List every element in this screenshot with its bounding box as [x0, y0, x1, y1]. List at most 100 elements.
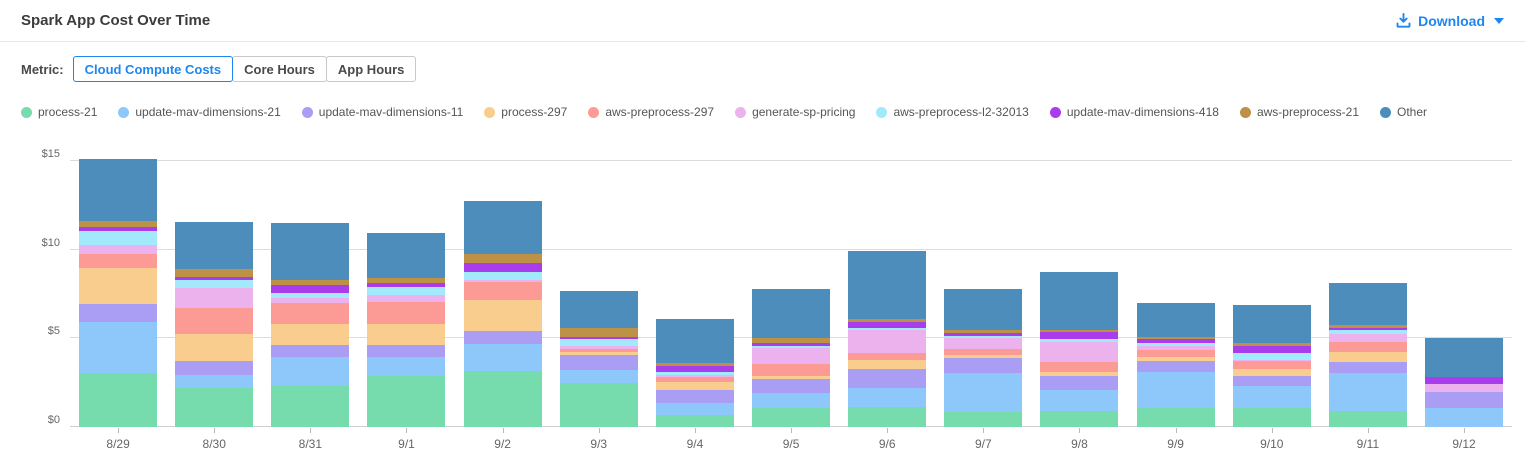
bar-segment-process-21[interactable]	[655, 414, 734, 427]
bar-segment-other[interactable]	[79, 159, 158, 222]
bar-segment-aws-preprocess-l2-32013[interactable]	[1328, 330, 1407, 334]
bar-segment-update-mav-dimensions-11[interactable]	[463, 331, 542, 344]
bar-segment-process-21[interactable]	[752, 407, 831, 427]
bar-segment-other[interactable]	[655, 318, 734, 364]
legend-item-update-mav-dimensions-418[interactable]: update-mav-dimensions-418	[1049, 105, 1219, 119]
bar-segment-other[interactable]	[1040, 271, 1119, 330]
bar-segment-update-mav-dimensions-418[interactable]	[1136, 339, 1215, 343]
bar-segment-update-mav-dimensions-11[interactable]	[559, 355, 638, 371]
bar-segment-aws-preprocess-l2-32013[interactable]	[944, 335, 1023, 339]
bar-segment-aws-preprocess-297[interactable]	[1040, 362, 1119, 373]
bar-segment-aws-preprocess-21[interactable]	[367, 278, 446, 284]
legend-item-other[interactable]: Other	[1380, 105, 1427, 119]
bar-segment-update-mav-dimensions-21[interactable]	[848, 388, 927, 407]
bar-segment-update-mav-dimensions-418[interactable]	[463, 263, 542, 272]
bar-segment-process-297[interactable]	[271, 324, 350, 345]
bar-segment-other[interactable]	[175, 222, 254, 270]
bar-segment-update-mav-dimensions-11[interactable]	[1040, 376, 1119, 390]
bar-segment-aws-preprocess-21[interactable]	[752, 338, 831, 343]
bar-segment-process-297[interactable]	[944, 355, 1023, 358]
legend-item-process-297[interactable]: process-297	[484, 105, 567, 119]
bar-segment-update-mav-dimensions-21[interactable]	[271, 356, 350, 387]
bar-segment-update-mav-dimensions-21[interactable]	[79, 322, 158, 373]
bar-segment-update-mav-dimensions-21[interactable]	[175, 374, 254, 388]
bar-segment-aws-preprocess-21[interactable]	[1328, 325, 1407, 328]
bar-segment-update-mav-dimensions-11[interactable]	[752, 379, 831, 394]
bar-segment-aws-preprocess-21[interactable]	[175, 269, 254, 278]
bar-segment-update-mav-dimensions-21[interactable]	[1136, 372, 1215, 409]
bar-segment-update-mav-dimensions-418[interactable]	[848, 321, 927, 328]
stacked-bar[interactable]	[463, 200, 542, 427]
stacked-bar[interactable]	[175, 222, 254, 427]
bar-segment-aws-preprocess-297[interactable]	[463, 281, 542, 301]
download-button[interactable]: Download	[1396, 13, 1504, 29]
legend-item-update-mav-dimensions-11[interactable]: update-mav-dimensions-11	[301, 105, 463, 119]
bar-segment-update-mav-dimensions-11[interactable]	[1425, 392, 1504, 408]
bar-segment-other[interactable]	[367, 232, 446, 279]
bar-segment-update-mav-dimensions-11[interactable]	[848, 369, 927, 388]
bar-segment-update-mav-dimensions-418[interactable]	[559, 336, 638, 340]
stacked-bar[interactable]	[752, 288, 831, 427]
bar-segment-update-mav-dimensions-21[interactable]	[559, 370, 638, 383]
bar-segment-aws-preprocess-297[interactable]	[79, 254, 158, 269]
bar-segment-update-mav-dimensions-418[interactable]	[175, 277, 254, 280]
bar-segment-generate-sp-pricing[interactable]	[848, 330, 927, 353]
bar-segment-other[interactable]	[559, 291, 638, 328]
bar-segment-process-21[interactable]	[1040, 411, 1119, 427]
bar-segment-aws-preprocess-l2-32013[interactable]	[655, 372, 734, 375]
bar-segment-aws-preprocess-21[interactable]	[79, 221, 158, 227]
bar-segment-update-mav-dimensions-21[interactable]	[752, 393, 831, 408]
bar-segment-process-21[interactable]	[944, 411, 1023, 427]
bar-segment-other[interactable]	[1328, 282, 1407, 326]
bar-segment-update-mav-dimensions-11[interactable]	[1136, 360, 1215, 373]
bar-segment-update-mav-dimensions-11[interactable]	[1328, 362, 1407, 373]
bar-segment-aws-preprocess-21[interactable]	[1040, 329, 1119, 333]
bar-segment-generate-sp-pricing[interactable]	[1328, 333, 1407, 342]
legend-item-aws-preprocess-21[interactable]: aws-preprocess-21	[1239, 105, 1359, 119]
bar-segment-process-21[interactable]	[848, 406, 927, 427]
bar-segment-aws-preprocess-l2-32013[interactable]	[463, 271, 542, 280]
bar-segment-aws-preprocess-297[interactable]	[175, 308, 254, 334]
legend-item-aws-preprocess-297[interactable]: aws-preprocess-297	[588, 105, 714, 119]
bar-segment-update-mav-dimensions-418[interactable]	[944, 333, 1023, 336]
bar-segment-process-297[interactable]	[1232, 369, 1311, 376]
bar-segment-aws-preprocess-297[interactable]	[271, 302, 350, 325]
legend-item-update-mav-dimensions-21[interactable]: update-mav-dimensions-21	[118, 105, 281, 119]
bar-segment-aws-preprocess-l2-32013[interactable]	[848, 327, 927, 331]
bar-segment-aws-preprocess-21[interactable]	[655, 363, 734, 366]
bar-segment-process-21[interactable]	[271, 386, 350, 427]
bar-segment-update-mav-dimensions-418[interactable]	[1040, 332, 1119, 340]
bar-segment-update-mav-dimensions-11[interactable]	[367, 345, 446, 357]
stacked-bar[interactable]	[367, 232, 446, 427]
bar-segment-update-mav-dimensions-11[interactable]	[175, 360, 254, 375]
bar-segment-update-mav-dimensions-21[interactable]	[1425, 407, 1504, 427]
bar-segment-other[interactable]	[944, 288, 1023, 331]
bar-segment-update-mav-dimensions-21[interactable]	[367, 356, 446, 376]
legend-item-process-21[interactable]: process-21	[21, 105, 97, 119]
bar-segment-aws-preprocess-l2-32013[interactable]	[752, 345, 831, 349]
bar-segment-process-297[interactable]	[1040, 372, 1119, 377]
bar-segment-aws-preprocess-297[interactable]	[848, 352, 927, 360]
stacked-bar[interactable]	[271, 223, 350, 427]
bar-segment-other[interactable]	[1136, 302, 1215, 337]
bar-segment-aws-preprocess-21[interactable]	[559, 327, 638, 337]
bar-segment-aws-preprocess-l2-32013[interactable]	[79, 231, 158, 246]
bar-segment-aws-preprocess-21[interactable]	[271, 279, 350, 286]
bar-segment-update-mav-dimensions-21[interactable]	[1232, 386, 1311, 409]
bar-segment-update-mav-dimensions-418[interactable]	[271, 285, 350, 294]
bar-segment-update-mav-dimensions-21[interactable]	[1328, 372, 1407, 412]
bar-segment-update-mav-dimensions-21[interactable]	[944, 372, 1023, 412]
bar-segment-other[interactable]	[752, 288, 831, 339]
bar-segment-generate-sp-pricing[interactable]	[752, 348, 831, 365]
bar-segment-aws-preprocess-297[interactable]	[1136, 349, 1215, 357]
bar-segment-process-21[interactable]	[367, 375, 446, 427]
legend-item-aws-preprocess-l2-32013[interactable]: aws-preprocess-l2-32013	[876, 105, 1029, 119]
bar-segment-process-297[interactable]	[1136, 357, 1215, 361]
bar-segment-aws-preprocess-297[interactable]	[944, 349, 1023, 356]
bar-segment-update-mav-dimensions-11[interactable]	[271, 344, 350, 357]
stacked-bar[interactable]	[559, 291, 638, 427]
bar-segment-update-mav-dimensions-418[interactable]	[367, 283, 446, 287]
bar-segment-generate-sp-pricing[interactable]	[1136, 346, 1215, 350]
bar-segment-aws-preprocess-21[interactable]	[1232, 342, 1311, 347]
bar-segment-process-21[interactable]	[1136, 408, 1215, 427]
